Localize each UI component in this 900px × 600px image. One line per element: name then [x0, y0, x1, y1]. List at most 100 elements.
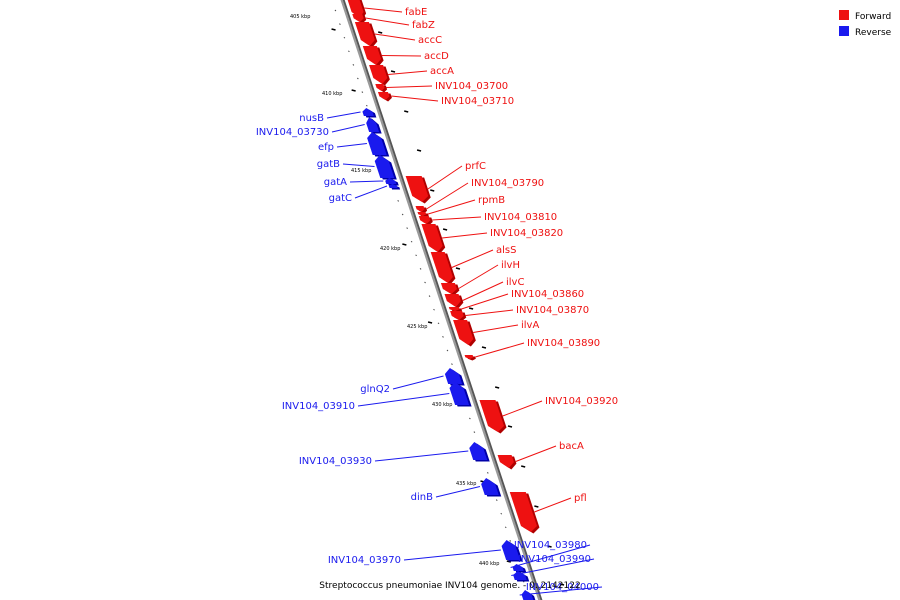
gene-label-ilva[interactable]: ilvA	[521, 320, 539, 331]
gene-label-inv104_03930[interactable]: INV104_03930	[299, 456, 372, 467]
gene-label-inv104_03730[interactable]: INV104_03730	[256, 127, 329, 138]
gene-accd[interactable]	[362, 46, 384, 67]
gene-label-inv104_03990[interactable]: INV104_03990	[518, 554, 591, 565]
gene-label-fabe[interactable]: fabE	[405, 7, 427, 18]
gene-label-inv104_03820[interactable]: INV104_03820	[490, 228, 563, 239]
gene-inv104_04000[interactable]	[521, 590, 536, 600]
gene-label-inv104_03860[interactable]: INV104_03860	[511, 289, 584, 300]
gene-label-ilvc[interactable]: ilvC	[506, 277, 524, 288]
gene-leader-line	[534, 497, 572, 513]
minor-tick	[495, 499, 498, 501]
gene-inv104_03920[interactable]	[479, 400, 507, 434]
major-tick	[547, 545, 552, 548]
gene-label-rpmb[interactable]: rpmB	[478, 195, 505, 206]
kbp-label: 440 kbp	[479, 561, 499, 567]
gene-arrow	[481, 478, 499, 495]
gene-inv104_03910[interactable]	[449, 382, 472, 407]
gene-inv104_03820[interactable]	[421, 224, 446, 254]
gene-label-accc[interactable]: accC	[418, 35, 442, 46]
gene-arrow	[352, 14, 364, 22]
gene-label-inv104_03870[interactable]: INV104_03870	[516, 305, 589, 316]
gene-arrow	[421, 224, 443, 252]
major-tick	[559, 583, 565, 586]
minor-tick	[343, 36, 346, 39]
gene-label-inv104_03700[interactable]: INV104_03700	[435, 81, 508, 92]
gene-baca[interactable]	[497, 455, 517, 470]
gene-ilvh[interactable]	[440, 283, 460, 296]
gene-label-inv104_03910[interactable]: INV104_03910	[282, 401, 355, 412]
gene-label-gatc[interactable]: gatC	[329, 193, 352, 204]
gene-arrow	[369, 65, 388, 84]
gene-leader-line	[502, 400, 543, 417]
major-tick	[455, 267, 461, 270]
gene-leader-line	[511, 558, 595, 576]
gene-label-prfc[interactable]: prfC	[465, 161, 486, 172]
gene-label-gatb[interactable]: gatB	[317, 159, 340, 170]
gene-labels: fabE fabZ accC accD accA INV104_03700 INV104_0…	[256, 7, 618, 596]
gene-label-acca[interactable]: accA	[430, 66, 454, 77]
minor-tick	[406, 227, 408, 229]
gene-inv104_03930[interactable]	[469, 442, 490, 462]
gene-label-glnq2[interactable]: glnQ2	[360, 384, 390, 395]
axis-line	[340, 0, 541, 600]
gene-ilvc[interactable]	[444, 294, 464, 309]
gene-inv104_03990[interactable]	[513, 571, 530, 582]
gene-prfc[interactable]	[405, 176, 431, 204]
gene-label-inv104_03920[interactable]: INV104_03920	[545, 396, 618, 407]
legend-reverse-swatch	[839, 26, 849, 36]
gene-ilva[interactable]	[453, 320, 476, 347]
gene-label-inv104_03980[interactable]: INV104_03980	[514, 540, 587, 551]
gene-accc[interactable]	[354, 22, 378, 48]
gene-inv104_03730[interactable]	[366, 117, 382, 134]
gene-label-pfl[interactable]: pfl	[574, 493, 587, 504]
gene-arrow	[366, 117, 380, 132]
legend-forward-label: Forward	[855, 12, 891, 22]
gene-arrow	[444, 368, 463, 384]
gene-alss[interactable]	[430, 252, 456, 285]
major-tick	[331, 28, 336, 31]
gene-label-inv104_03970[interactable]: INV104_03970	[328, 555, 401, 566]
gene-label-fabz[interactable]: fabZ	[412, 20, 435, 31]
gene-inv104_03710[interactable]	[377, 92, 392, 102]
minor-tick	[446, 349, 449, 352]
gene-gatc[interactable]	[388, 184, 401, 190]
gene-label-efp[interactable]: efp	[318, 142, 334, 153]
gene-label-inv104_03810[interactable]: INV104_03810	[484, 212, 557, 223]
gene-inv104_03870[interactable]	[450, 311, 467, 322]
gene-label-baca[interactable]: bacA	[559, 441, 584, 452]
gene-label-accd[interactable]: accD	[424, 51, 449, 62]
minor-tick	[486, 472, 489, 474]
kbp-label: 430 kbp	[432, 402, 452, 408]
gene-gata[interactable]	[385, 178, 399, 186]
gene-nusb[interactable]	[362, 108, 377, 118]
gene-label-gata[interactable]: gatA	[324, 177, 347, 188]
gene-label-inv104_03890[interactable]: INV104_03890	[527, 338, 600, 349]
gene-efp[interactable]	[367, 132, 390, 157]
gene-gatb[interactable]	[374, 155, 397, 180]
gene-label-inv104_04000[interactable]: INV104_04000	[526, 582, 599, 593]
gene-label-alss[interactable]: alsS	[496, 245, 516, 256]
gene-dinb[interactable]	[481, 478, 502, 497]
gene-arrow	[367, 132, 387, 155]
gene-arrow	[374, 155, 395, 178]
gene-inv104_03970[interactable]	[501, 540, 523, 562]
gene-glnq2[interactable]	[444, 368, 465, 386]
gene-inv104_03890[interactable]	[464, 355, 476, 361]
gene-label-ilvh[interactable]: ilvH	[501, 260, 520, 271]
minor-tick	[509, 540, 512, 542]
gene-arrow	[375, 84, 385, 91]
major-tick	[416, 149, 422, 152]
gene-label-nusb[interactable]: nusB	[299, 113, 324, 124]
gene-pfl[interactable]	[509, 492, 540, 534]
major-tick	[390, 70, 396, 73]
gene-label-inv104_03790[interactable]: INV104_03790	[471, 178, 544, 189]
gene-inv104_03700[interactable]	[375, 84, 388, 93]
gene-leader-line	[403, 549, 501, 561]
gene-acca[interactable]	[369, 65, 390, 86]
minor-tick	[424, 281, 426, 284]
gene-fabz[interactable]	[352, 14, 367, 24]
gene-inv104_03810[interactable]	[418, 216, 433, 226]
gene-label-inv104_03710[interactable]: INV104_03710	[441, 96, 514, 107]
gene-label-dinb[interactable]: dinB	[411, 492, 433, 503]
major-tick	[534, 505, 539, 508]
